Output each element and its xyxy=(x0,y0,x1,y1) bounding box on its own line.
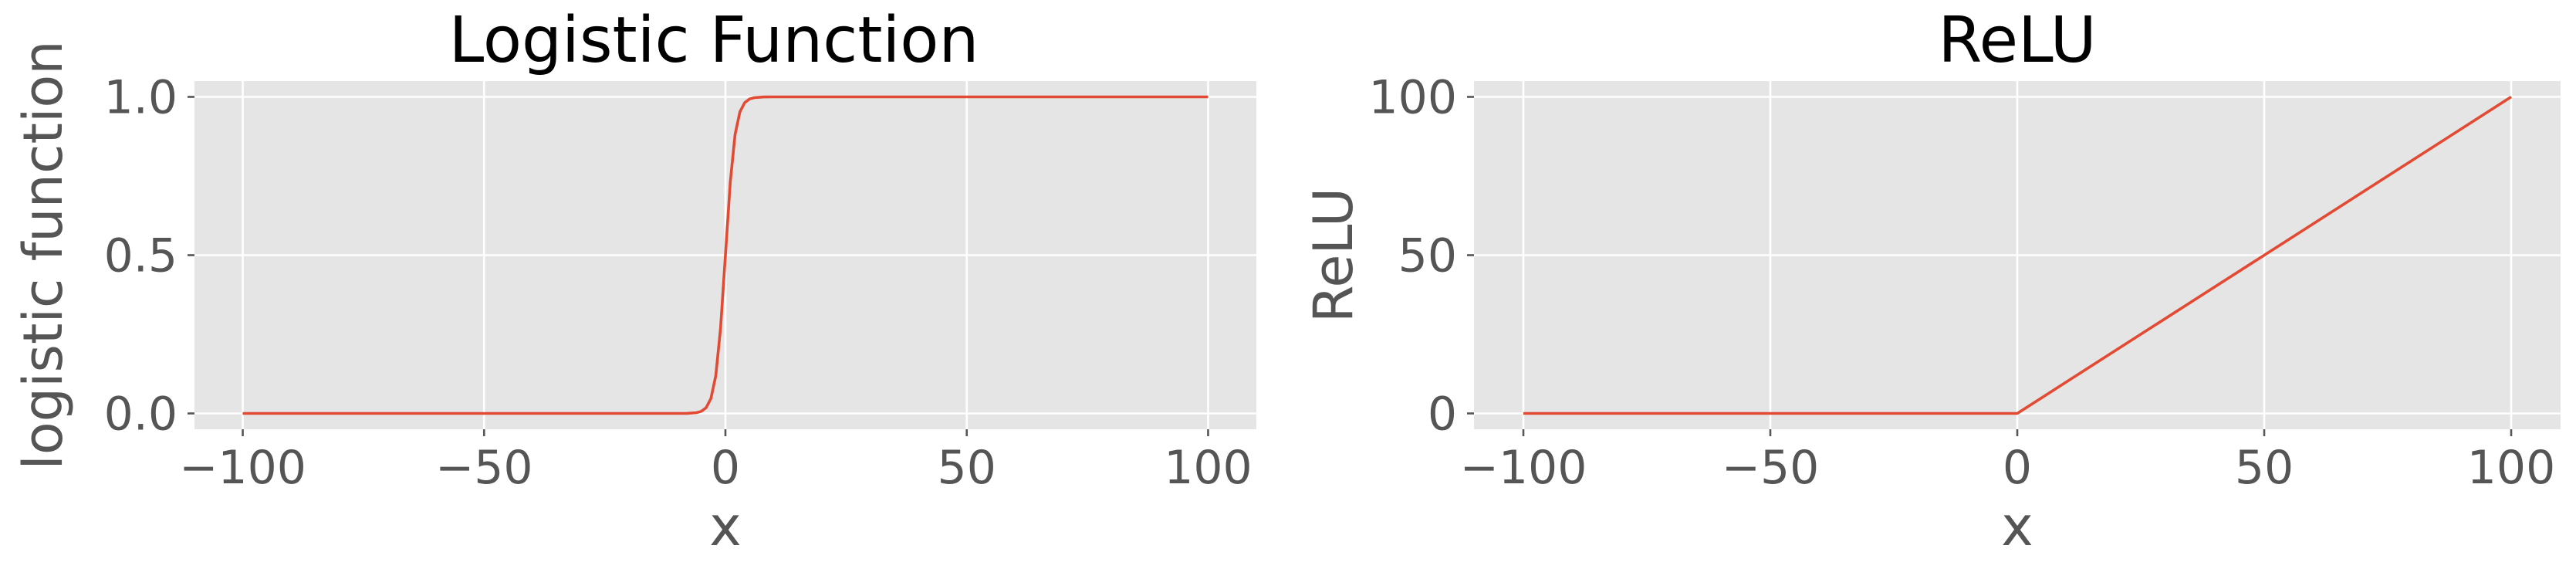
y-tick-label: 50 xyxy=(1398,229,1457,283)
series-line-1 xyxy=(1523,95,2512,415)
x-tick-label: −100 xyxy=(179,441,306,495)
y-axis-label: logistic function xyxy=(12,40,75,469)
x-tick-label: 0 xyxy=(711,441,740,495)
chart-title: Logistic Function xyxy=(449,4,979,77)
chart-title: ReLU xyxy=(1938,4,2096,77)
x-tick-label: 0 xyxy=(2003,441,2032,495)
x-tick-label: 50 xyxy=(938,441,996,495)
y-tick-label: 1.0 xyxy=(104,71,177,125)
y-tick-label: 0.5 xyxy=(104,229,177,283)
chart-panel-2: −100 −50 0 50 100 0 50 100 ReLU x ReLU xyxy=(1302,4,2561,558)
x-tick-label: −50 xyxy=(1722,441,1820,495)
x-tick-label: 100 xyxy=(1164,441,1253,495)
y-tick-label: 0 xyxy=(1428,388,1457,442)
series-line-1 xyxy=(242,95,1209,415)
x-tick-label: 50 xyxy=(2235,441,2294,495)
chart-panel-1: −100 −50 0 50 100 0.0 0.5 1.0 Logistic Function x… xyxy=(12,4,1256,558)
y-tick-label: 100 xyxy=(1368,71,1457,125)
y-tick-label: 0.0 xyxy=(104,388,177,442)
y-axis-label: ReLU xyxy=(1302,188,1365,323)
x-tick-label: −100 xyxy=(1460,441,1587,495)
x-tick-label: 100 xyxy=(2467,441,2556,495)
x-axis-label: x xyxy=(2001,495,2033,558)
x-tick-label: −50 xyxy=(435,441,533,495)
x-axis-label: x xyxy=(709,495,741,558)
